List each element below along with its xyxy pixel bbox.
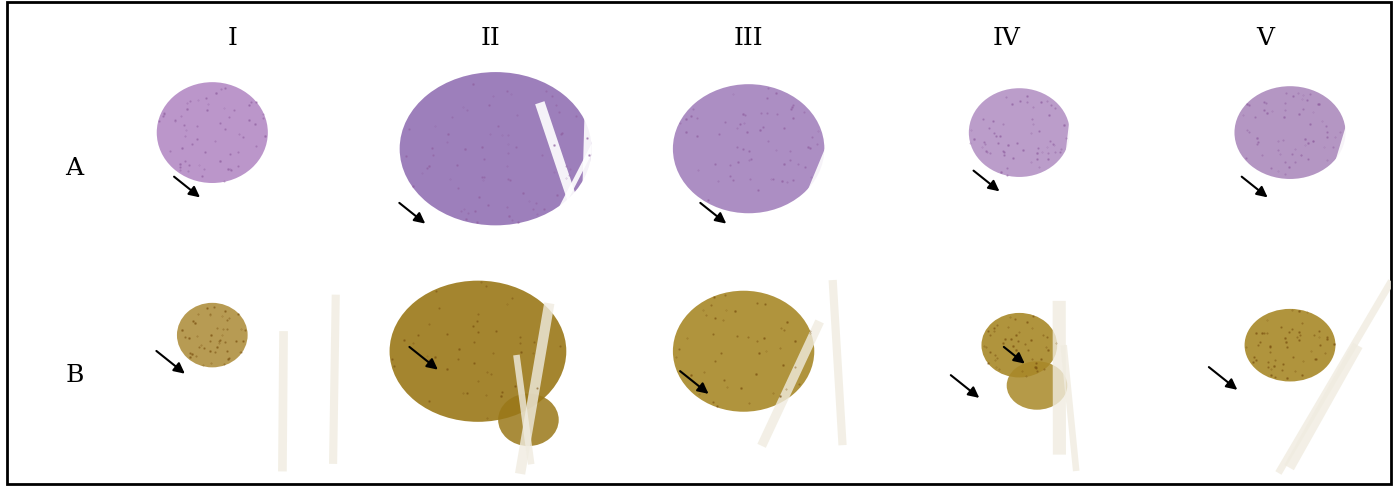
- Ellipse shape: [981, 313, 1057, 378]
- Text: B: B: [66, 364, 84, 387]
- Ellipse shape: [390, 280, 566, 422]
- Ellipse shape: [178, 303, 247, 367]
- Text: II: II: [481, 27, 500, 51]
- Text: III: III: [734, 27, 763, 51]
- Ellipse shape: [400, 72, 591, 226]
- Ellipse shape: [969, 88, 1069, 177]
- Ellipse shape: [1234, 86, 1345, 179]
- Text: IV: IV: [993, 27, 1021, 51]
- Text: V: V: [1255, 27, 1274, 51]
- Ellipse shape: [672, 84, 825, 213]
- Ellipse shape: [672, 291, 814, 412]
- Ellipse shape: [1007, 361, 1067, 410]
- Text: A: A: [66, 157, 84, 180]
- Ellipse shape: [157, 82, 268, 183]
- Ellipse shape: [498, 394, 559, 446]
- Text: I: I: [228, 27, 238, 51]
- FancyBboxPatch shape: [7, 2, 1391, 484]
- Ellipse shape: [1244, 309, 1335, 382]
